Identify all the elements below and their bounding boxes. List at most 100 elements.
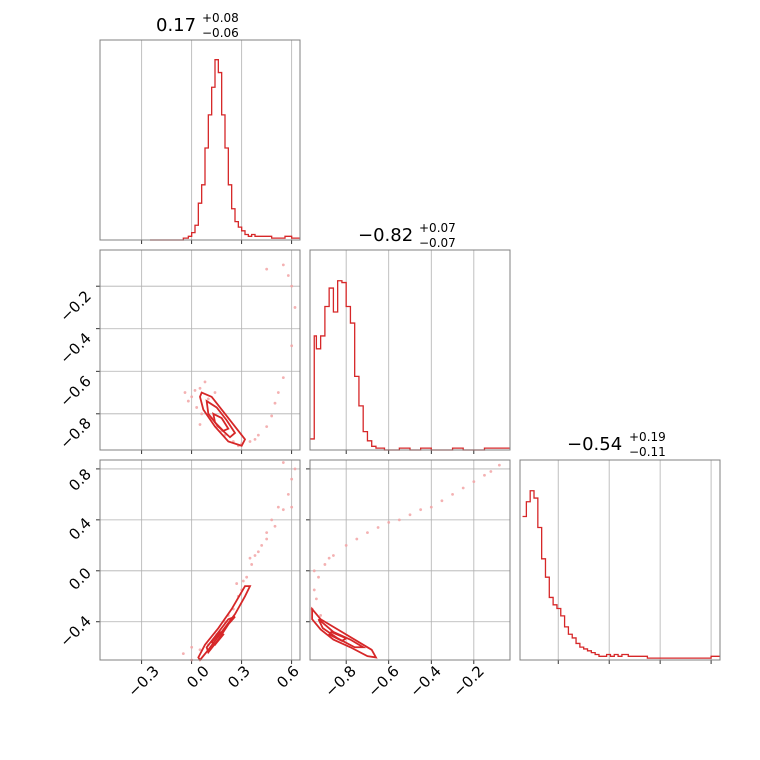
x-tick-label: −0.3 — [124, 662, 162, 700]
scatter-point — [190, 645, 194, 649]
density-contour — [197, 585, 252, 662]
density-contour — [327, 630, 349, 642]
title-param-1: −0.82 +0.07 −0.07 — [358, 221, 456, 250]
panel-p0_0 — [99, 39, 301, 244]
scatter-point — [312, 569, 316, 573]
density-contour — [210, 630, 225, 646]
x-tick-label: −0.6 — [364, 662, 402, 700]
scatter-point — [286, 274, 290, 277]
panel-background — [310, 250, 510, 450]
scatter-point — [250, 563, 254, 566]
histogram-step — [522, 490, 720, 659]
density-contour — [199, 391, 247, 447]
scatter-point — [281, 508, 285, 512]
panel-background — [100, 250, 300, 450]
scatter-point — [206, 397, 210, 401]
scatter-point — [245, 575, 249, 579]
panel-frame — [519, 459, 721, 661]
scatter-point — [312, 588, 316, 592]
scatter-point — [248, 556, 252, 560]
scatter-point — [248, 440, 252, 443]
scatter-point — [195, 406, 199, 409]
y-tick-label: −0.2 — [56, 287, 94, 325]
scatter-point — [281, 263, 285, 267]
scatter-point — [270, 518, 274, 522]
x-tick-label: −0.8 — [321, 662, 359, 700]
scatter-point — [213, 391, 217, 394]
scatter-point — [198, 423, 202, 426]
scatter-point — [265, 537, 269, 541]
scatter-point — [332, 554, 335, 557]
y-tick-label: −0.4 — [56, 329, 94, 367]
scatter-point — [183, 391, 187, 394]
density-contour — [205, 399, 237, 439]
scatter-point — [290, 284, 294, 288]
y-tick-label: 0.8 — [65, 465, 95, 495]
scatter-point — [256, 550, 260, 554]
title-value: −0.82 — [358, 225, 413, 246]
scatter-point — [323, 563, 327, 566]
y-tick-label: 0.4 — [65, 514, 95, 544]
scatter-point — [181, 652, 185, 656]
scatter-point — [276, 391, 280, 394]
y-tick-label: 0.0 — [65, 564, 95, 594]
scatter-point — [366, 531, 369, 535]
x-tick-label: 0.3 — [224, 662, 254, 692]
histogram-step — [150, 59, 300, 241]
scatter-point — [265, 267, 269, 271]
panel-background — [520, 460, 720, 660]
scatter-point — [387, 521, 391, 524]
panel-frame — [309, 249, 511, 451]
title-value: 0.17 — [156, 15, 196, 36]
y-tick-label: −0.8 — [56, 414, 94, 452]
scatter-point — [317, 575, 320, 579]
x-tick-label: 0.0 — [183, 662, 213, 692]
x-tick-label: −0.4 — [406, 662, 444, 700]
scatter-point — [270, 414, 274, 418]
scatter-point — [203, 380, 207, 384]
scatter-point — [260, 543, 264, 547]
title-upper: +0.19 — [629, 430, 666, 444]
scatter-point — [186, 399, 190, 403]
y-tick-labels-row1: −0.2 −0.4 −0.6 −0.8 — [56, 287, 94, 452]
panel-p2_2 — [519, 459, 721, 664]
scatter-point — [293, 467, 297, 471]
scatter-point — [472, 480, 476, 484]
scatter-point — [200, 412, 204, 416]
panel-background — [100, 40, 300, 240]
scatter-point — [429, 505, 433, 509]
scatter-point — [193, 389, 197, 392]
panel-p2_0 — [96, 459, 301, 664]
x-tick-label: −0.2 — [449, 662, 487, 700]
scatter-point — [327, 556, 331, 560]
scatter-point — [440, 499, 444, 503]
y-tick-labels-row2: 0.8 0.4 0.0 −0.4 — [56, 465, 94, 650]
x-tick-label: 0.6 — [273, 662, 303, 692]
x-tick-labels-col1: −0.8 −0.6 −0.4 −0.2 — [321, 662, 487, 700]
panel-p1_1 — [309, 249, 511, 454]
density-contour — [212, 412, 230, 432]
scatter-point — [376, 526, 380, 529]
scatter-point — [265, 531, 269, 535]
title-lower: −0.07 — [419, 236, 456, 250]
density-contour — [311, 606, 378, 659]
title-param-2: −0.54 +0.19 −0.11 — [567, 430, 666, 459]
scatter-point — [319, 614, 323, 617]
scatter-point — [253, 437, 257, 441]
panel-background — [310, 460, 510, 660]
scatter-point — [273, 401, 277, 405]
scatter-point — [286, 492, 290, 496]
scatter-point — [461, 486, 465, 490]
scatter-point — [253, 554, 257, 557]
scatter-point — [497, 463, 501, 467]
scatter-point — [314, 597, 318, 601]
title-param-0: 0.17 +0.08 −0.06 — [156, 11, 239, 40]
y-tick-label: −0.4 — [56, 612, 94, 650]
scatter-point — [281, 376, 285, 380]
scatter-point — [489, 470, 493, 473]
title-lower: −0.11 — [629, 445, 666, 459]
scatter-point — [190, 395, 194, 399]
panel-frame — [99, 249, 301, 451]
scatter-point — [290, 505, 294, 509]
